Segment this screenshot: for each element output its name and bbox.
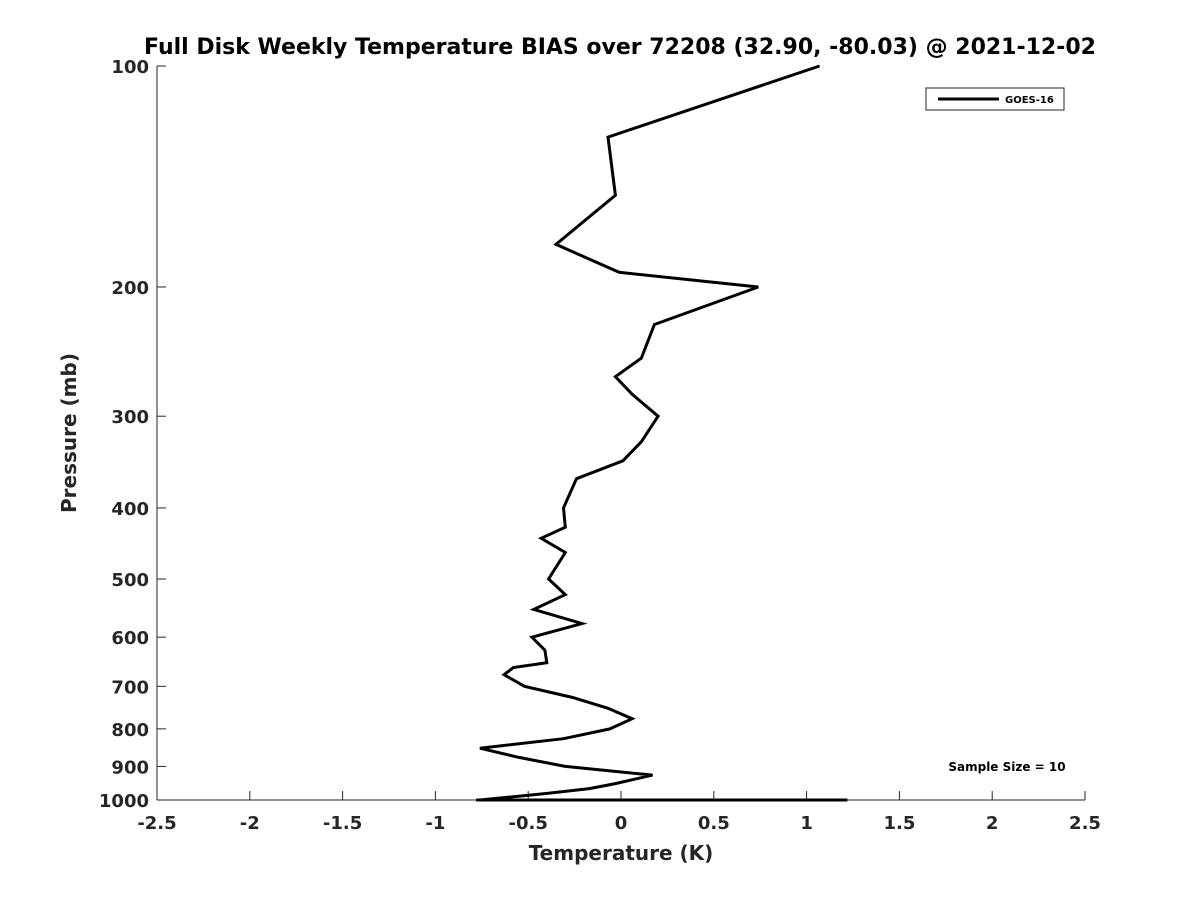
y-axis-ticks: 100 200 300 400 500 600 700 800 900 1000 bbox=[99, 57, 166, 812]
sample-size-annotation: Sample Size = 10 bbox=[948, 760, 1065, 774]
legend: GOES-16 bbox=[925, 87, 1065, 111]
y-tick-label: 700 bbox=[111, 677, 149, 698]
x-axis-ticks: -2.5 -2 -1.5 -1 -0.5 0 0.5 1 1.5 2 2.5 bbox=[137, 791, 1101, 834]
series-layer bbox=[476, 64, 848, 802]
x-tick-label: -1.5 bbox=[323, 813, 362, 834]
x-tick-label: 1.5 bbox=[883, 813, 915, 834]
series-line-goes-16 bbox=[476, 64, 848, 802]
x-tick-label: 0.5 bbox=[698, 813, 730, 834]
y-tick-label: 500 bbox=[111, 570, 149, 591]
y-tick-label: 400 bbox=[111, 499, 149, 520]
y-tick-label: 200 bbox=[111, 278, 149, 299]
x-tick-label: -2 bbox=[240, 813, 260, 834]
y-tick-label: 800 bbox=[111, 720, 149, 741]
x-tick-label: 2 bbox=[986, 813, 999, 834]
y-tick-label: 900 bbox=[111, 757, 149, 778]
x-tick-label: 2.5 bbox=[1069, 813, 1101, 834]
y-tick-label: 1000 bbox=[99, 791, 149, 812]
x-tick-label: -0.5 bbox=[509, 813, 548, 834]
x-tick-label: -1 bbox=[425, 813, 445, 834]
y-tick-label: 300 bbox=[111, 407, 149, 428]
x-tick-label: -2.5 bbox=[137, 813, 176, 834]
y-tick-label: 100 bbox=[111, 57, 149, 78]
chart-title: Full Disk Weekly Temperature BIAS over 7… bbox=[144, 35, 1096, 60]
y-axis-label: Pressure (mb) bbox=[57, 353, 81, 513]
x-tick-label: 0 bbox=[615, 813, 628, 834]
x-axis-label: Temperature (K) bbox=[529, 841, 714, 865]
y-tick-label: 600 bbox=[111, 628, 149, 649]
legend-label-goes-16: GOES-16 bbox=[1005, 95, 1054, 106]
x-tick-label: 1 bbox=[800, 813, 813, 834]
